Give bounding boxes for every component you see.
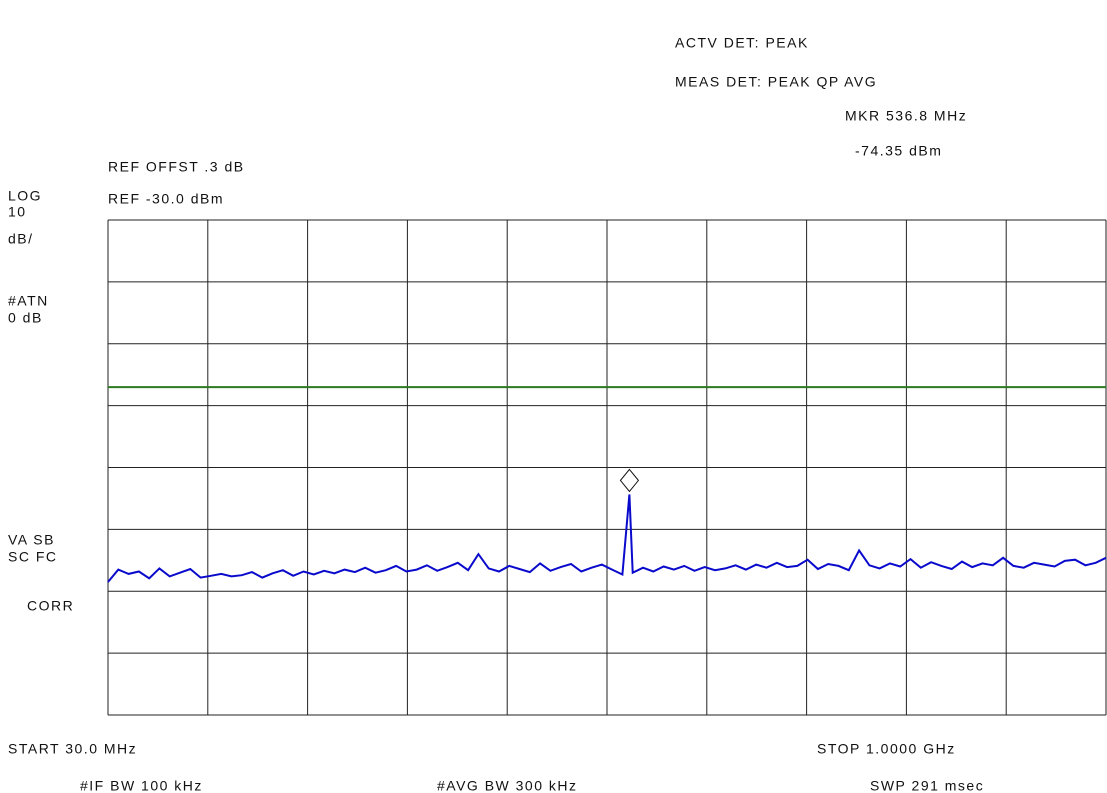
marker-level: -74.35 dBm xyxy=(855,143,942,159)
avg-bw: #AVG BW 300 kHz xyxy=(437,778,578,793)
sweep: SWP 291 msec xyxy=(870,778,984,793)
corr: CORR xyxy=(27,598,74,614)
scale: dB/ xyxy=(8,231,34,247)
meas-detector: MEAS DET: PEAK QP AVG xyxy=(675,74,877,90)
start: START 30.0 MHz xyxy=(8,741,137,757)
if-bw: #IF BW 100 kHz xyxy=(80,778,203,793)
marker-freq: MKR 536.8 MHz xyxy=(845,108,967,124)
atten: #ATN xyxy=(8,293,49,309)
ref-offset: REF OFFST .3 dB xyxy=(108,159,245,175)
scale: LOG xyxy=(8,188,42,204)
ref-level: REF -30.0 dBm xyxy=(108,191,224,207)
marker xyxy=(619,468,640,493)
stop: STOP 1.0000 GHz xyxy=(817,741,956,757)
atten: 0 dB xyxy=(8,310,43,326)
detector: ACTV DET: PEAK xyxy=(675,35,809,51)
flags: SC FC xyxy=(8,549,58,565)
scale: 10 xyxy=(8,204,27,220)
trace xyxy=(107,494,1107,583)
flags: VA SB xyxy=(8,532,55,548)
